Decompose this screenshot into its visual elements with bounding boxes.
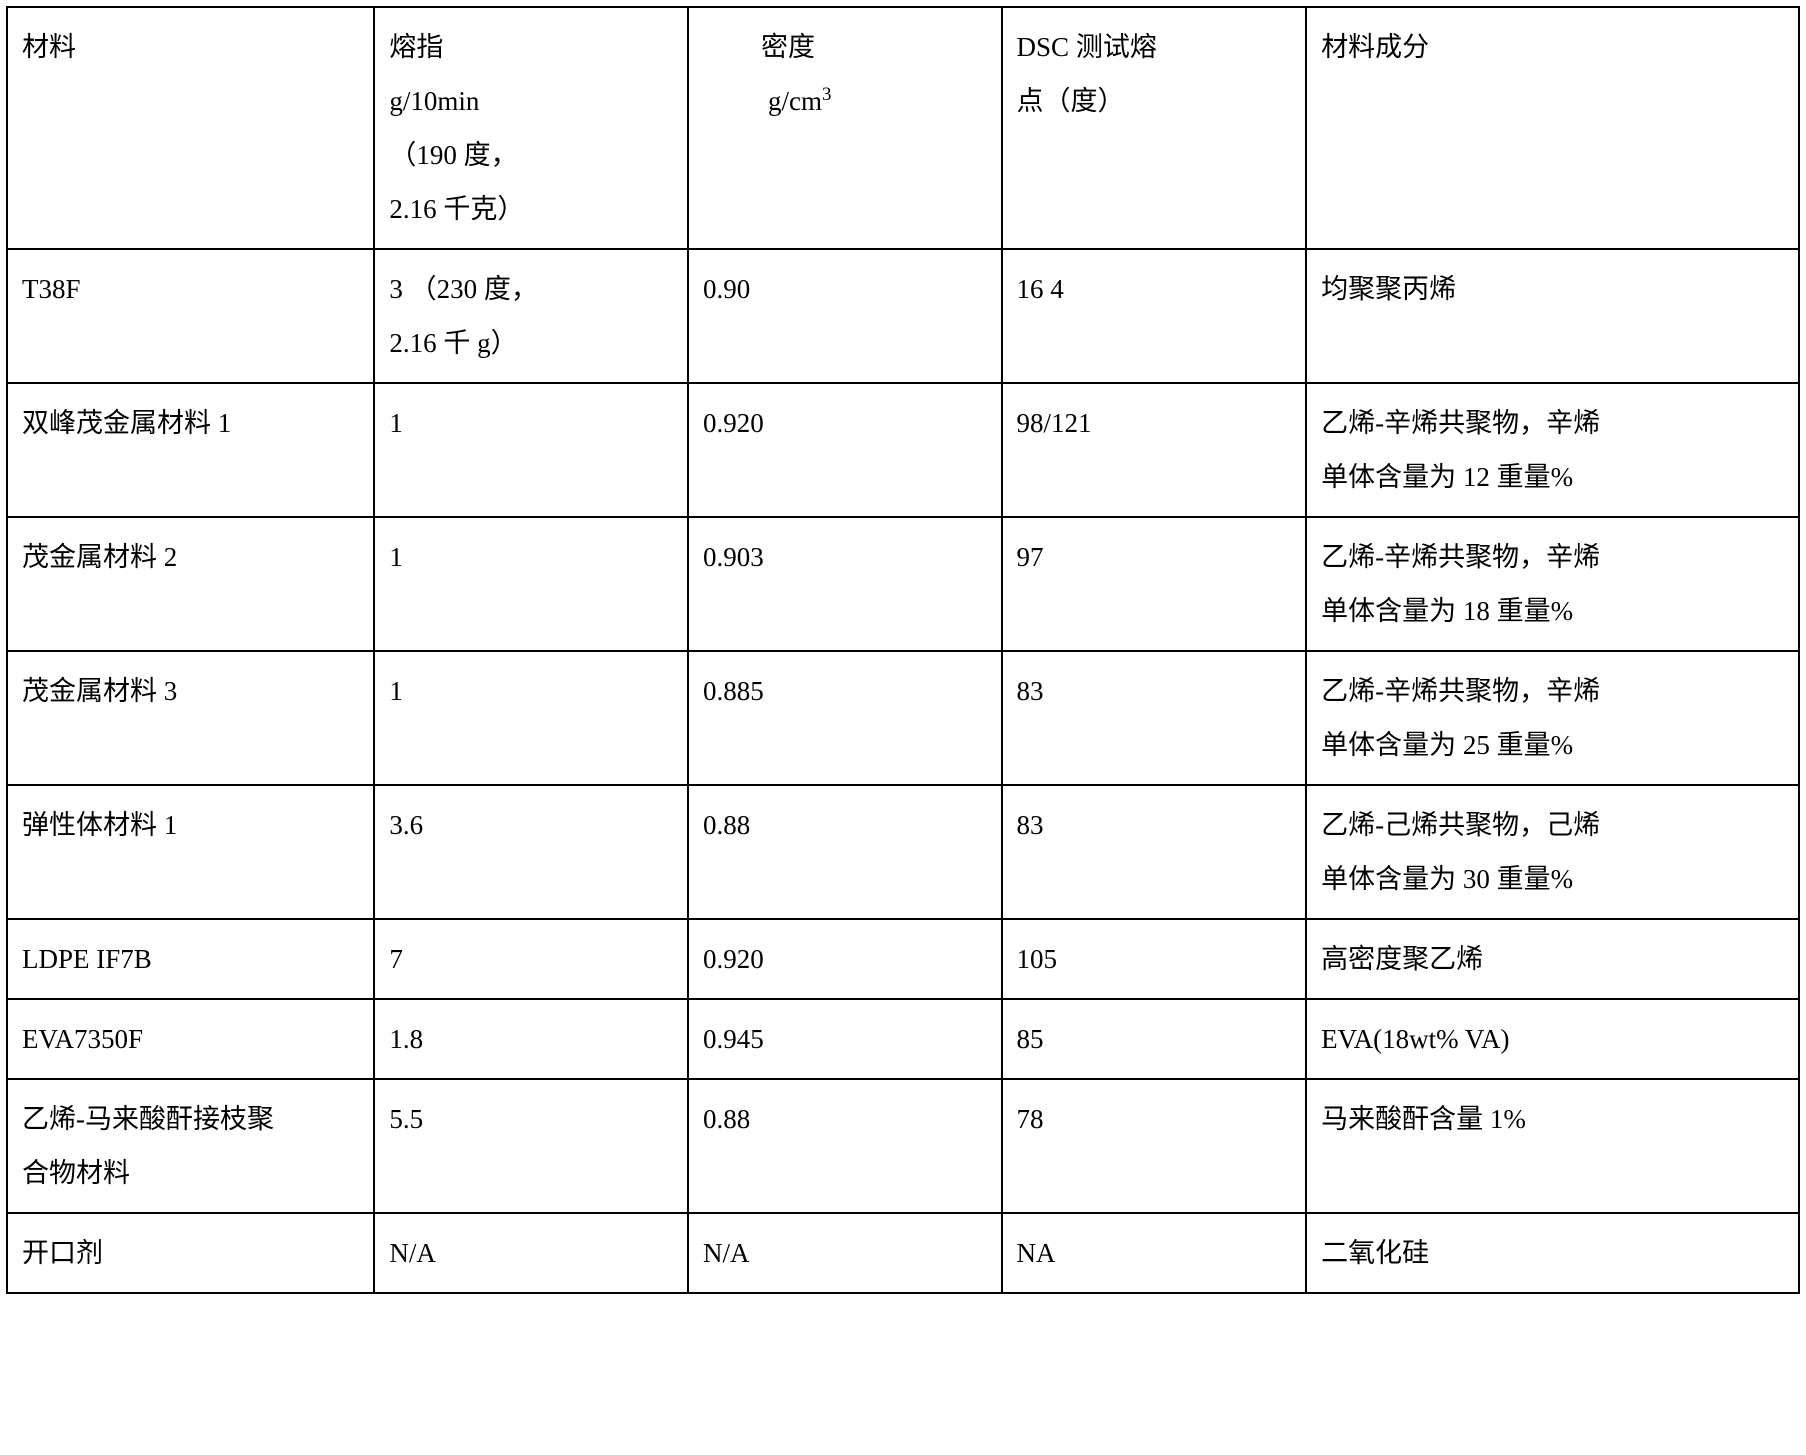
cell-density: 0.90 (688, 249, 1002, 383)
header-melt-index-line3: （190 度， (389, 140, 517, 170)
header-dsc: DSC 测试熔 点（度） (1002, 7, 1307, 249)
header-component-text: 材料成分 (1321, 32, 1429, 62)
cell-melt-index: 1.8 (374, 999, 688, 1079)
cell-dsc: 83 (1002, 651, 1307, 785)
cell-component-line1: 乙烯-己烯共聚物，己烯 (1321, 810, 1600, 840)
cell-melt-index: 1 (374, 517, 688, 651)
cell-melt-index-line1: 3 （230 度， (389, 274, 538, 304)
cell-melt-index: 3.6 (374, 785, 688, 919)
table-row: 乙烯-马来酸酐接枝聚 合物材料 5.5 0.88 78 马来酸酐含量 1% (7, 1079, 1799, 1213)
header-melt-index-line1: 熔指 (389, 32, 443, 62)
table-row: 茂金属材料 2 1 0.903 97 乙烯-辛烯共聚物，辛烯 单体含量为 18 … (7, 517, 1799, 651)
cell-component-line1: 乙烯-辛烯共聚物，辛烯 (1321, 408, 1600, 438)
cell-component-line2: 单体含量为 18 重量% (1321, 596, 1573, 626)
cell-dsc: 16 4 (1002, 249, 1307, 383)
cell-material: T38F (7, 249, 374, 383)
cell-dsc: 105 (1002, 919, 1307, 999)
cell-material: 茂金属材料 2 (7, 517, 374, 651)
cell-component-line2: 单体含量为 30 重量% (1321, 864, 1573, 894)
header-density-sup: 3 (822, 84, 831, 105)
cell-component: 乙烯-己烯共聚物，己烯 单体含量为 30 重量% (1306, 785, 1799, 919)
cell-component-line1: 乙烯-辛烯共聚物，辛烯 (1321, 676, 1600, 706)
header-material: 材料 (7, 7, 374, 249)
cell-melt-index: 1 (374, 651, 688, 785)
table-row: 双峰茂金属材料 1 1 0.920 98/121 乙烯-辛烯共聚物，辛烯 单体含… (7, 383, 1799, 517)
table-header-row: 材料 熔指 g/10min （190 度， 2.16 千克） 密度 g/cm3 … (7, 7, 1799, 249)
cell-component: 乙烯-辛烯共聚物，辛烯 单体含量为 25 重量% (1306, 651, 1799, 785)
cell-melt-index: 7 (374, 919, 688, 999)
cell-material: EVA7350F (7, 999, 374, 1079)
cell-component: EVA(18wt% VA) (1306, 999, 1799, 1079)
table-row: 开口剂 N/A N/A NA 二氧化硅 (7, 1213, 1799, 1293)
cell-melt-index: 5.5 (374, 1079, 688, 1213)
header-dsc-line2: 点（度） (1017, 86, 1125, 116)
cell-dsc: 97 (1002, 517, 1307, 651)
cell-material: 开口剂 (7, 1213, 374, 1293)
cell-component-line2: 单体含量为 25 重量% (1321, 730, 1573, 760)
cell-material-line2: 合物材料 (22, 1158, 130, 1188)
cell-component: 高密度聚乙烯 (1306, 919, 1799, 999)
cell-dsc: 85 (1002, 999, 1307, 1079)
cell-density: 0.903 (688, 517, 1002, 651)
cell-dsc: 78 (1002, 1079, 1307, 1213)
cell-component: 乙烯-辛烯共聚物，辛烯 单体含量为 12 重量% (1306, 383, 1799, 517)
cell-material: 乙烯-马来酸酐接枝聚 合物材料 (7, 1079, 374, 1213)
cell-dsc: 83 (1002, 785, 1307, 919)
cell-material: LDPE IF7B (7, 919, 374, 999)
cell-component: 均聚聚丙烯 (1306, 249, 1799, 383)
cell-component-line1: 乙烯-辛烯共聚物，辛烯 (1321, 542, 1600, 572)
cell-density: N/A (688, 1213, 1002, 1293)
cell-material-line1: 乙烯-马来酸酐接枝聚 (22, 1104, 274, 1134)
header-density: 密度 g/cm3 (688, 7, 1002, 249)
header-material-text: 材料 (22, 32, 76, 62)
table-row: 弹性体材料 1 3.6 0.88 83 乙烯-己烯共聚物，己烯 单体含量为 30… (7, 785, 1799, 919)
table-row: EVA7350F 1.8 0.945 85 EVA(18wt% VA) (7, 999, 1799, 1079)
header-melt-index-line4: 2.16 千克） (389, 194, 524, 224)
material-properties-table: 材料 熔指 g/10min （190 度， 2.16 千克） 密度 g/cm 3 … (6, 6, 1800, 1294)
cell-density: 0.88 (688, 785, 1002, 919)
cell-melt-index-line2: 2.16 千 g） (389, 328, 517, 358)
cell-component: 马来酸酐含量 1% (1306, 1079, 1799, 1213)
header-density-line2-prefix: g/cm (768, 86, 822, 116)
table-row: 茂金属材料 3 1 0.885 83 乙烯-辛烯共聚物，辛烯 单体含量为 25 … (7, 651, 1799, 785)
cell-dsc: 98/121 (1002, 383, 1307, 517)
header-component: 材料成分 (1306, 7, 1799, 249)
cell-material: 弹性体材料 1 (7, 785, 374, 919)
cell-melt-index: 1 (374, 383, 688, 517)
cell-component-line2: 单体含量为 12 重量% (1321, 462, 1573, 492)
cell-density: 0.945 (688, 999, 1002, 1079)
header-density-line1: 密度 (703, 20, 815, 74)
cell-component: 二氧化硅 (1306, 1213, 1799, 1293)
header-melt-index-line2: g/10min (389, 86, 479, 116)
cell-component: 乙烯-辛烯共聚物，辛烯 单体含量为 18 重量% (1306, 517, 1799, 651)
table-row: LDPE IF7B 7 0.920 105 高密度聚乙烯 (7, 919, 1799, 999)
cell-density: 0.920 (688, 383, 1002, 517)
cell-dsc: NA (1002, 1213, 1307, 1293)
cell-material: 双峰茂金属材料 1 (7, 383, 374, 517)
header-melt-index: 熔指 g/10min （190 度， 2.16 千克） (374, 7, 688, 249)
cell-density: 0.88 (688, 1079, 1002, 1213)
header-dsc-line1: DSC 测试熔 (1017, 32, 1157, 62)
cell-density: 0.885 (688, 651, 1002, 785)
cell-melt-index: 3 （230 度， 2.16 千 g） (374, 249, 688, 383)
cell-melt-index: N/A (374, 1213, 688, 1293)
table-row: T38F 3 （230 度， 2.16 千 g） 0.90 16 4 均聚聚丙烯 (7, 249, 1799, 383)
cell-material: 茂金属材料 3 (7, 651, 374, 785)
cell-density: 0.920 (688, 919, 1002, 999)
